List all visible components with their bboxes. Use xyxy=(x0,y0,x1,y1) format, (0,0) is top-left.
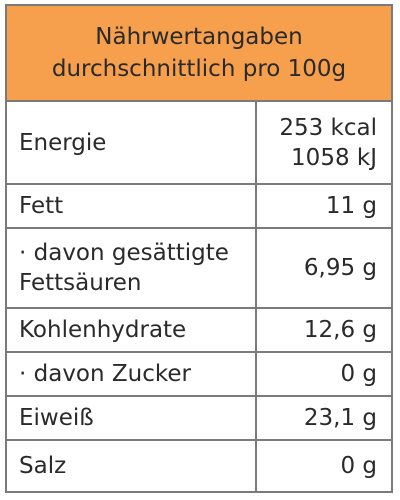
table-row-fett: Fett 11 g xyxy=(7,183,391,228)
row-value-salz: 0 g xyxy=(256,439,391,491)
row-label-fett: Fett xyxy=(7,183,257,228)
row-label-kohlenhydrate: Kohlenhydrate xyxy=(7,307,257,352)
row-value-zucker: 0 g xyxy=(256,351,391,396)
table-row-kohlenhydrate: Kohlenhydrate 12,6 g xyxy=(7,307,391,352)
row-label-energie: Energie xyxy=(7,102,257,184)
energy-kj-value: 1058 kJ xyxy=(291,144,377,171)
row-value-energie: 253 kcal 1058 kJ xyxy=(256,102,391,184)
row-value-fett: 11 g xyxy=(256,183,391,228)
row-label-zucker: · davon Zucker xyxy=(7,351,257,396)
table-row-zucker: · davon Zucker 0 g xyxy=(7,351,391,396)
row-value-eiweiss: 23,1 g xyxy=(256,395,391,440)
energy-kcal-value: 253 kcal xyxy=(279,114,377,141)
table-row-eiweiss: Eiweiß 23,1 g xyxy=(7,395,391,440)
table-row-salz: Salz 0 g xyxy=(7,439,391,491)
header-title-line2: durchschnittlich pro 100g xyxy=(51,56,347,82)
row-value-kohlenhydrate: 12,6 g xyxy=(256,307,391,352)
row-label-eiweiss: Eiweiß xyxy=(7,395,257,440)
label-line2: Fettsäuren xyxy=(19,270,142,296)
row-label-salz: Salz xyxy=(7,439,257,491)
table-row-energie: Energie 253 kcal 1058 kJ xyxy=(7,102,391,184)
table-row-gesaettigte-fettsaeuren: · davon gesättigte Fettsäuren 6,95 g xyxy=(7,227,391,308)
row-label-gesaettigte-fettsaeuren: · davon gesättigte Fettsäuren xyxy=(7,227,257,308)
header-title-line1: Nährwertangaben xyxy=(95,24,303,50)
nutrition-header: Nährwertangaben durchschnittlich pro 100… xyxy=(7,6,391,102)
nutrition-panel: Nährwertangaben durchschnittlich pro 100… xyxy=(5,4,393,493)
label-line1: · davon gesättigte xyxy=(19,240,229,266)
row-value-gesaettigte-fettsaeuren: 6,95 g xyxy=(256,227,391,308)
nutrition-table: Energie 253 kcal 1058 kJ Fett 11 g · dav… xyxy=(7,102,391,491)
